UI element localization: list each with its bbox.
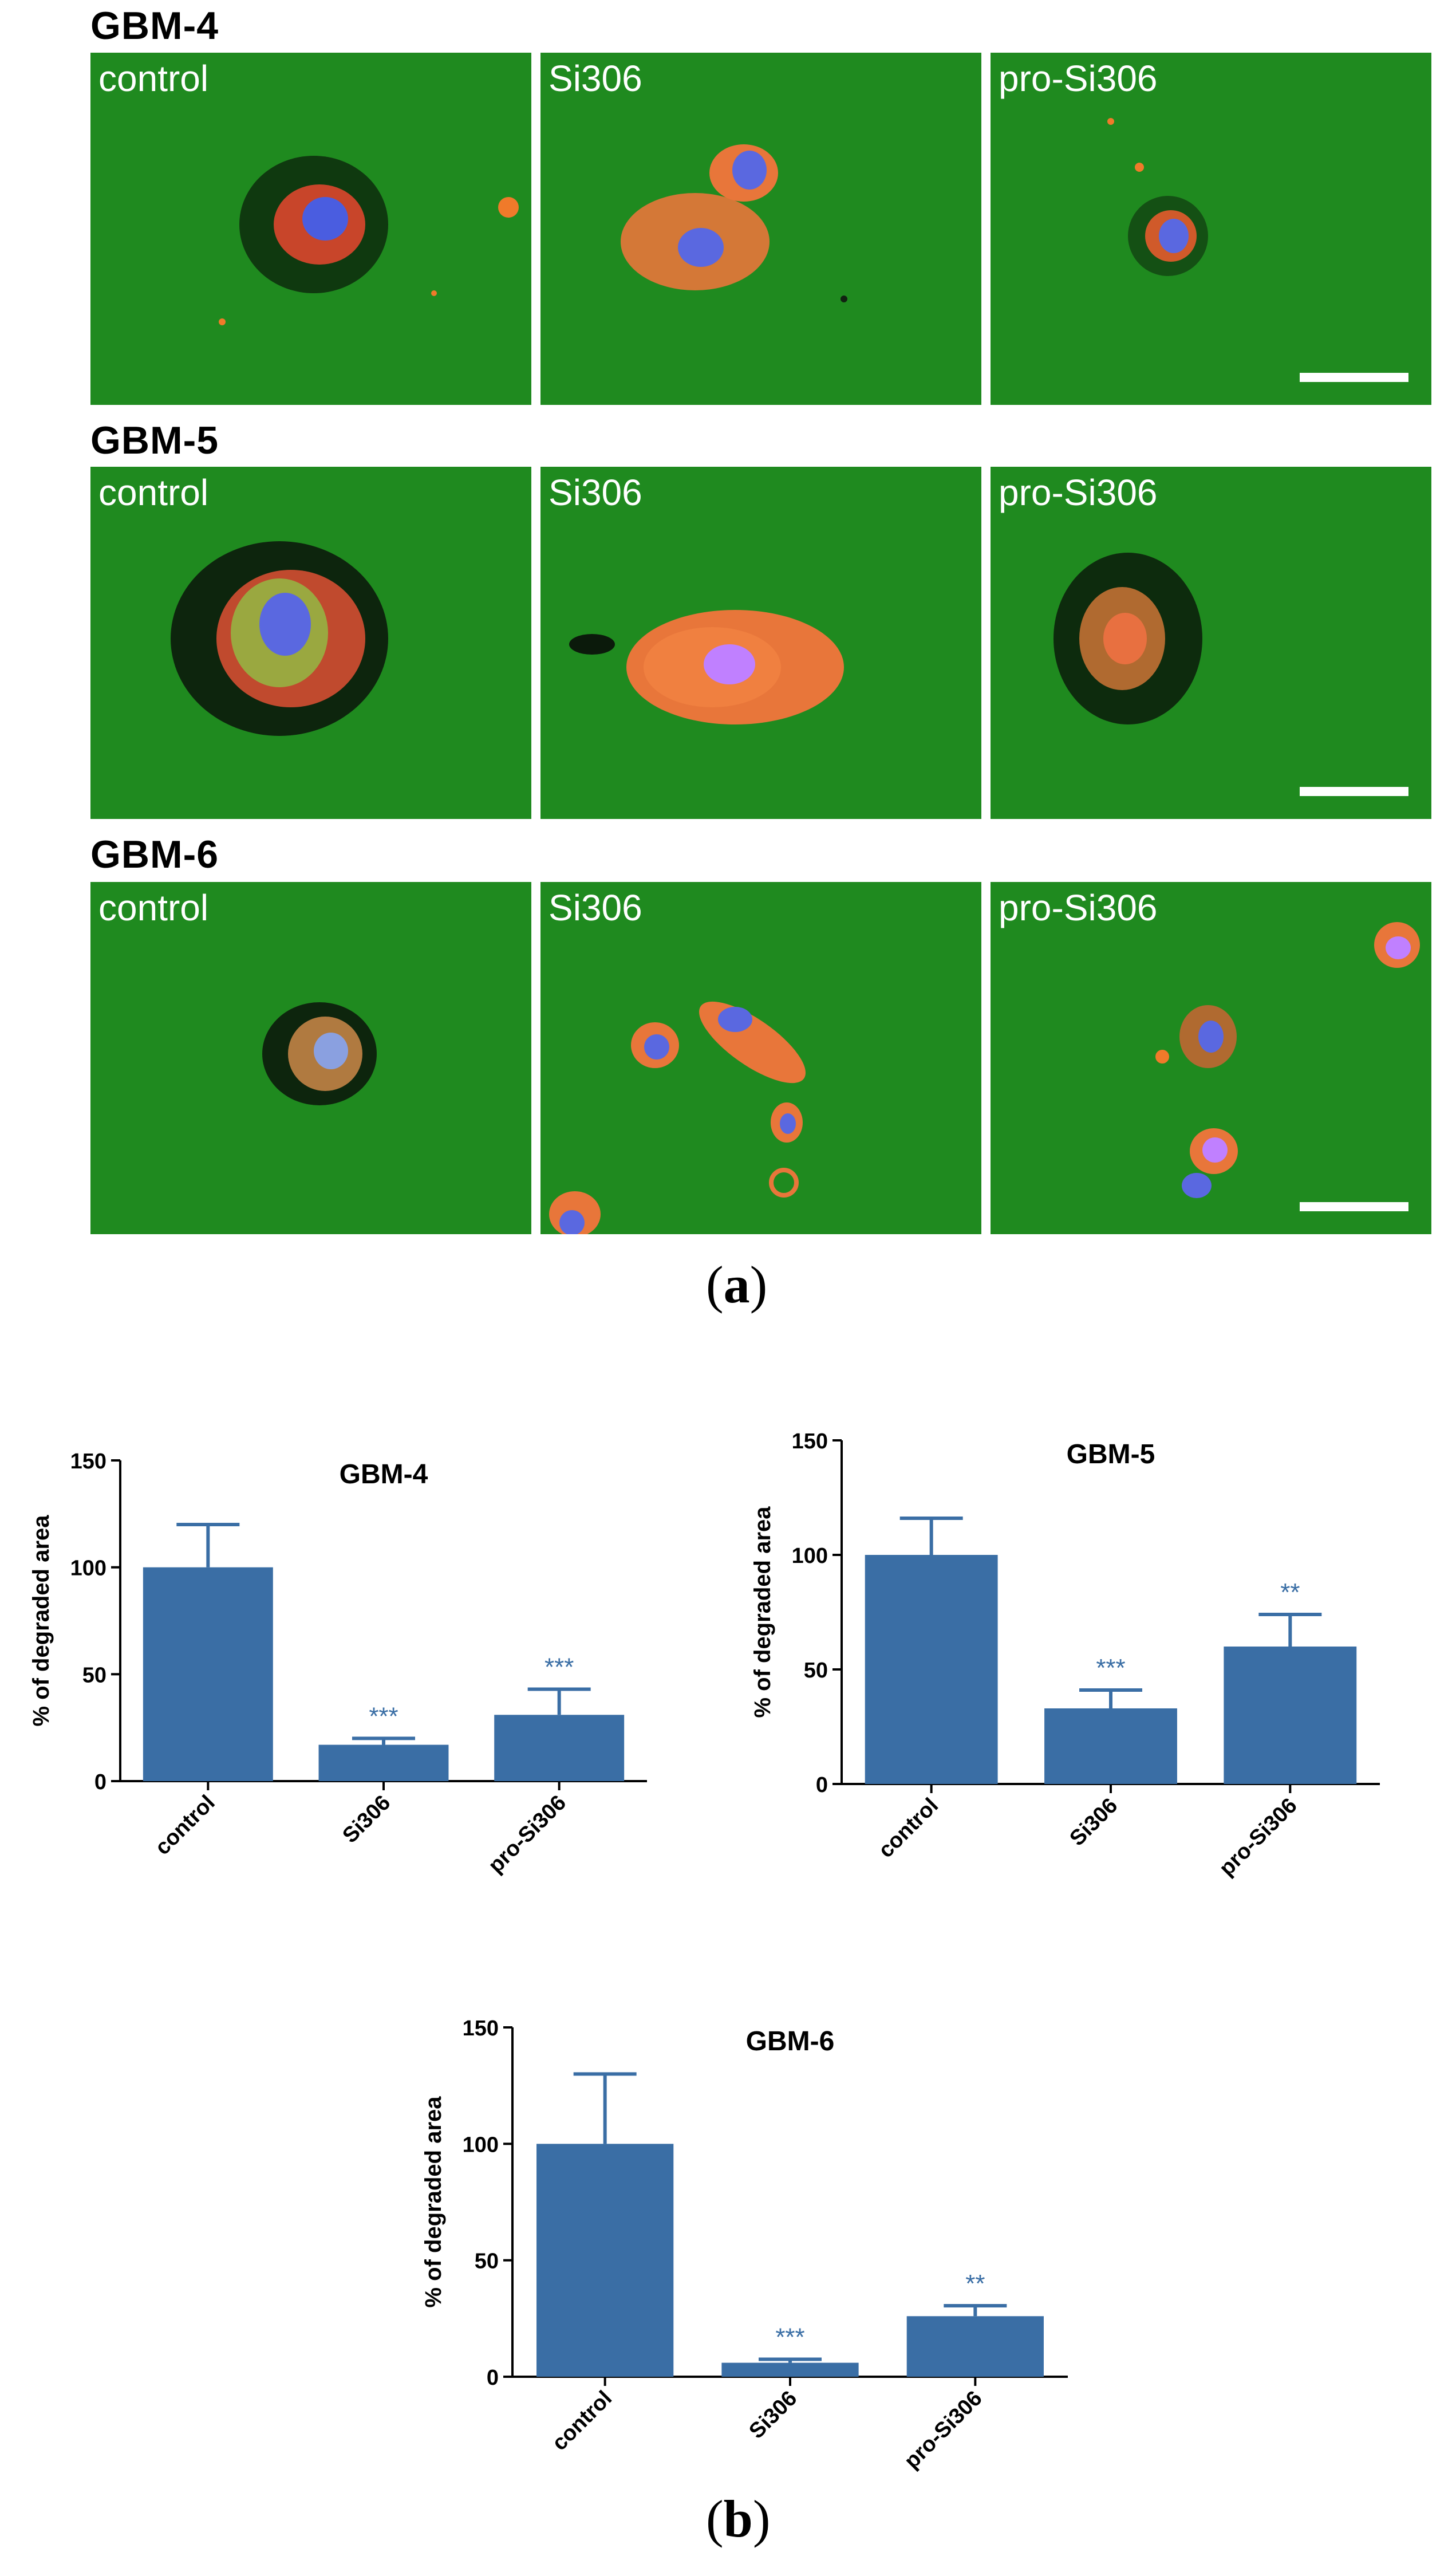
significance-label: *** [775,2323,804,2352]
bar [143,1567,273,1781]
panel-b-letter: (b) [706,2490,771,2548]
significance-label: ** [965,2270,985,2298]
y-tick-label: 0 [94,1770,106,1794]
micrograph-label: Si306 [549,58,642,99]
chart-title: GBM-6 [746,2026,835,2057]
micrograph-gbm-4-si306: Si306 [540,53,981,405]
x-tick-label: control [547,2386,617,2456]
y-tick-label: 50 [82,1663,106,1687]
x-tick-label: control [874,1794,943,1863]
micrograph-gbm-6-control: control [90,882,531,1234]
y-tick-label: 150 [463,2017,499,2041]
micrograph-gbm-5-control: control [90,467,531,819]
y-tick-label: 150 [70,1450,106,1474]
panel-a: GBM-4 control Si306 pro-Si306 [90,4,1431,1314]
bar [906,2316,1044,2377]
y-tick-label: 0 [487,2366,499,2390]
scale-bar [1300,787,1408,796]
bar-chart-gbm-4: GBM-4 0 50 100 150 % of degraded area control S… [0,1374,704,1890]
micrograph-gbm-5-pro-si306: pro-Si306 [991,467,1431,819]
bar [536,2144,674,2377]
scale-bar [1300,373,1408,382]
x-tick-label: Si306 [338,1791,395,1848]
micrograph-label: control [98,58,209,99]
x-tick-label: pro-Si306 [1215,1794,1302,1881]
micrograph-gbm-4-control: control [90,53,531,405]
significance-label: *** [544,1653,574,1681]
y-tick-label: 100 [70,1557,106,1581]
bar [721,2362,859,2377]
y-tick-label: 100 [792,1544,828,1568]
panel-a-letter: (a) [706,1255,768,1314]
group-label-gbm-6: GBM-6 [90,833,219,876]
significance-label: *** [1096,1654,1125,1682]
bar [1224,1647,1357,1784]
y-tick-label: 50 [475,2250,499,2274]
bar [494,1715,625,1781]
bar-chart-gbm-5: GBM-5 0 50 100 150 % of degraded area control S… [730,1363,1434,1890]
bar [318,1744,449,1781]
micrograph-label: pro-Si306 [999,887,1158,928]
y-tick-label: 150 [792,1429,828,1454]
x-tick-label: pro-Si306 [484,1791,571,1878]
y-tick-label: 0 [816,1773,828,1797]
y-tick-label: 100 [463,2133,499,2157]
y-axis-label: % of degraded area [29,1515,54,1727]
micrograph-label: control [98,472,209,513]
group-label-gbm-4: GBM-4 [90,4,219,48]
micrograph-label: pro-Si306 [999,58,1158,99]
micrograph-gbm-6-si306: Si306 [540,882,981,1234]
micrograph-label: control [98,887,209,928]
significance-label: *** [369,1702,398,1730]
x-tick-label: Si306 [744,2386,802,2444]
significance-label: ** [1280,1578,1300,1606]
chart-svg: GBM-4 0 50 100 150 % of degraded area control S… [29,1450,647,1878]
scale-bar [1300,1202,1408,1211]
y-axis-label: % of degraded area [750,1506,775,1718]
x-tick-label: pro-Si306 [900,2386,987,2474]
chart-title: GBM-4 [340,1459,428,1490]
bar-chart-gbm-6: GBM-6 0 50 100 150 % of degraded area control S… [401,1953,1105,2474]
group-label-gbm-5: GBM-5 [90,419,219,462]
micrograph-label: Si306 [549,472,642,513]
micrograph-gbm-4-pro-si306: pro-Si306 [991,53,1431,405]
chart-svg: GBM-6 0 50 100 150 % of degraded area control S… [421,2017,1068,2474]
bar [1044,1708,1177,1784]
chart-svg: GBM-5 0 50 100 150 % of degraded area control S… [750,1429,1380,1881]
x-tick-label: Si306 [1065,1794,1122,1851]
chart-title: GBM-5 [1067,1439,1155,1470]
micrograph-label: Si306 [549,887,642,928]
x-tick-label: control [151,1791,220,1860]
micrograph-gbm-5-si306: Si306 [540,467,981,819]
y-axis-label: % of degraded area [421,2096,446,2308]
micrograph-gbm-6-pro-si306: pro-Si306 [991,882,1431,1234]
y-tick-label: 50 [804,1659,828,1683]
bar [865,1555,998,1784]
micrograph-label: pro-Si306 [999,472,1158,513]
